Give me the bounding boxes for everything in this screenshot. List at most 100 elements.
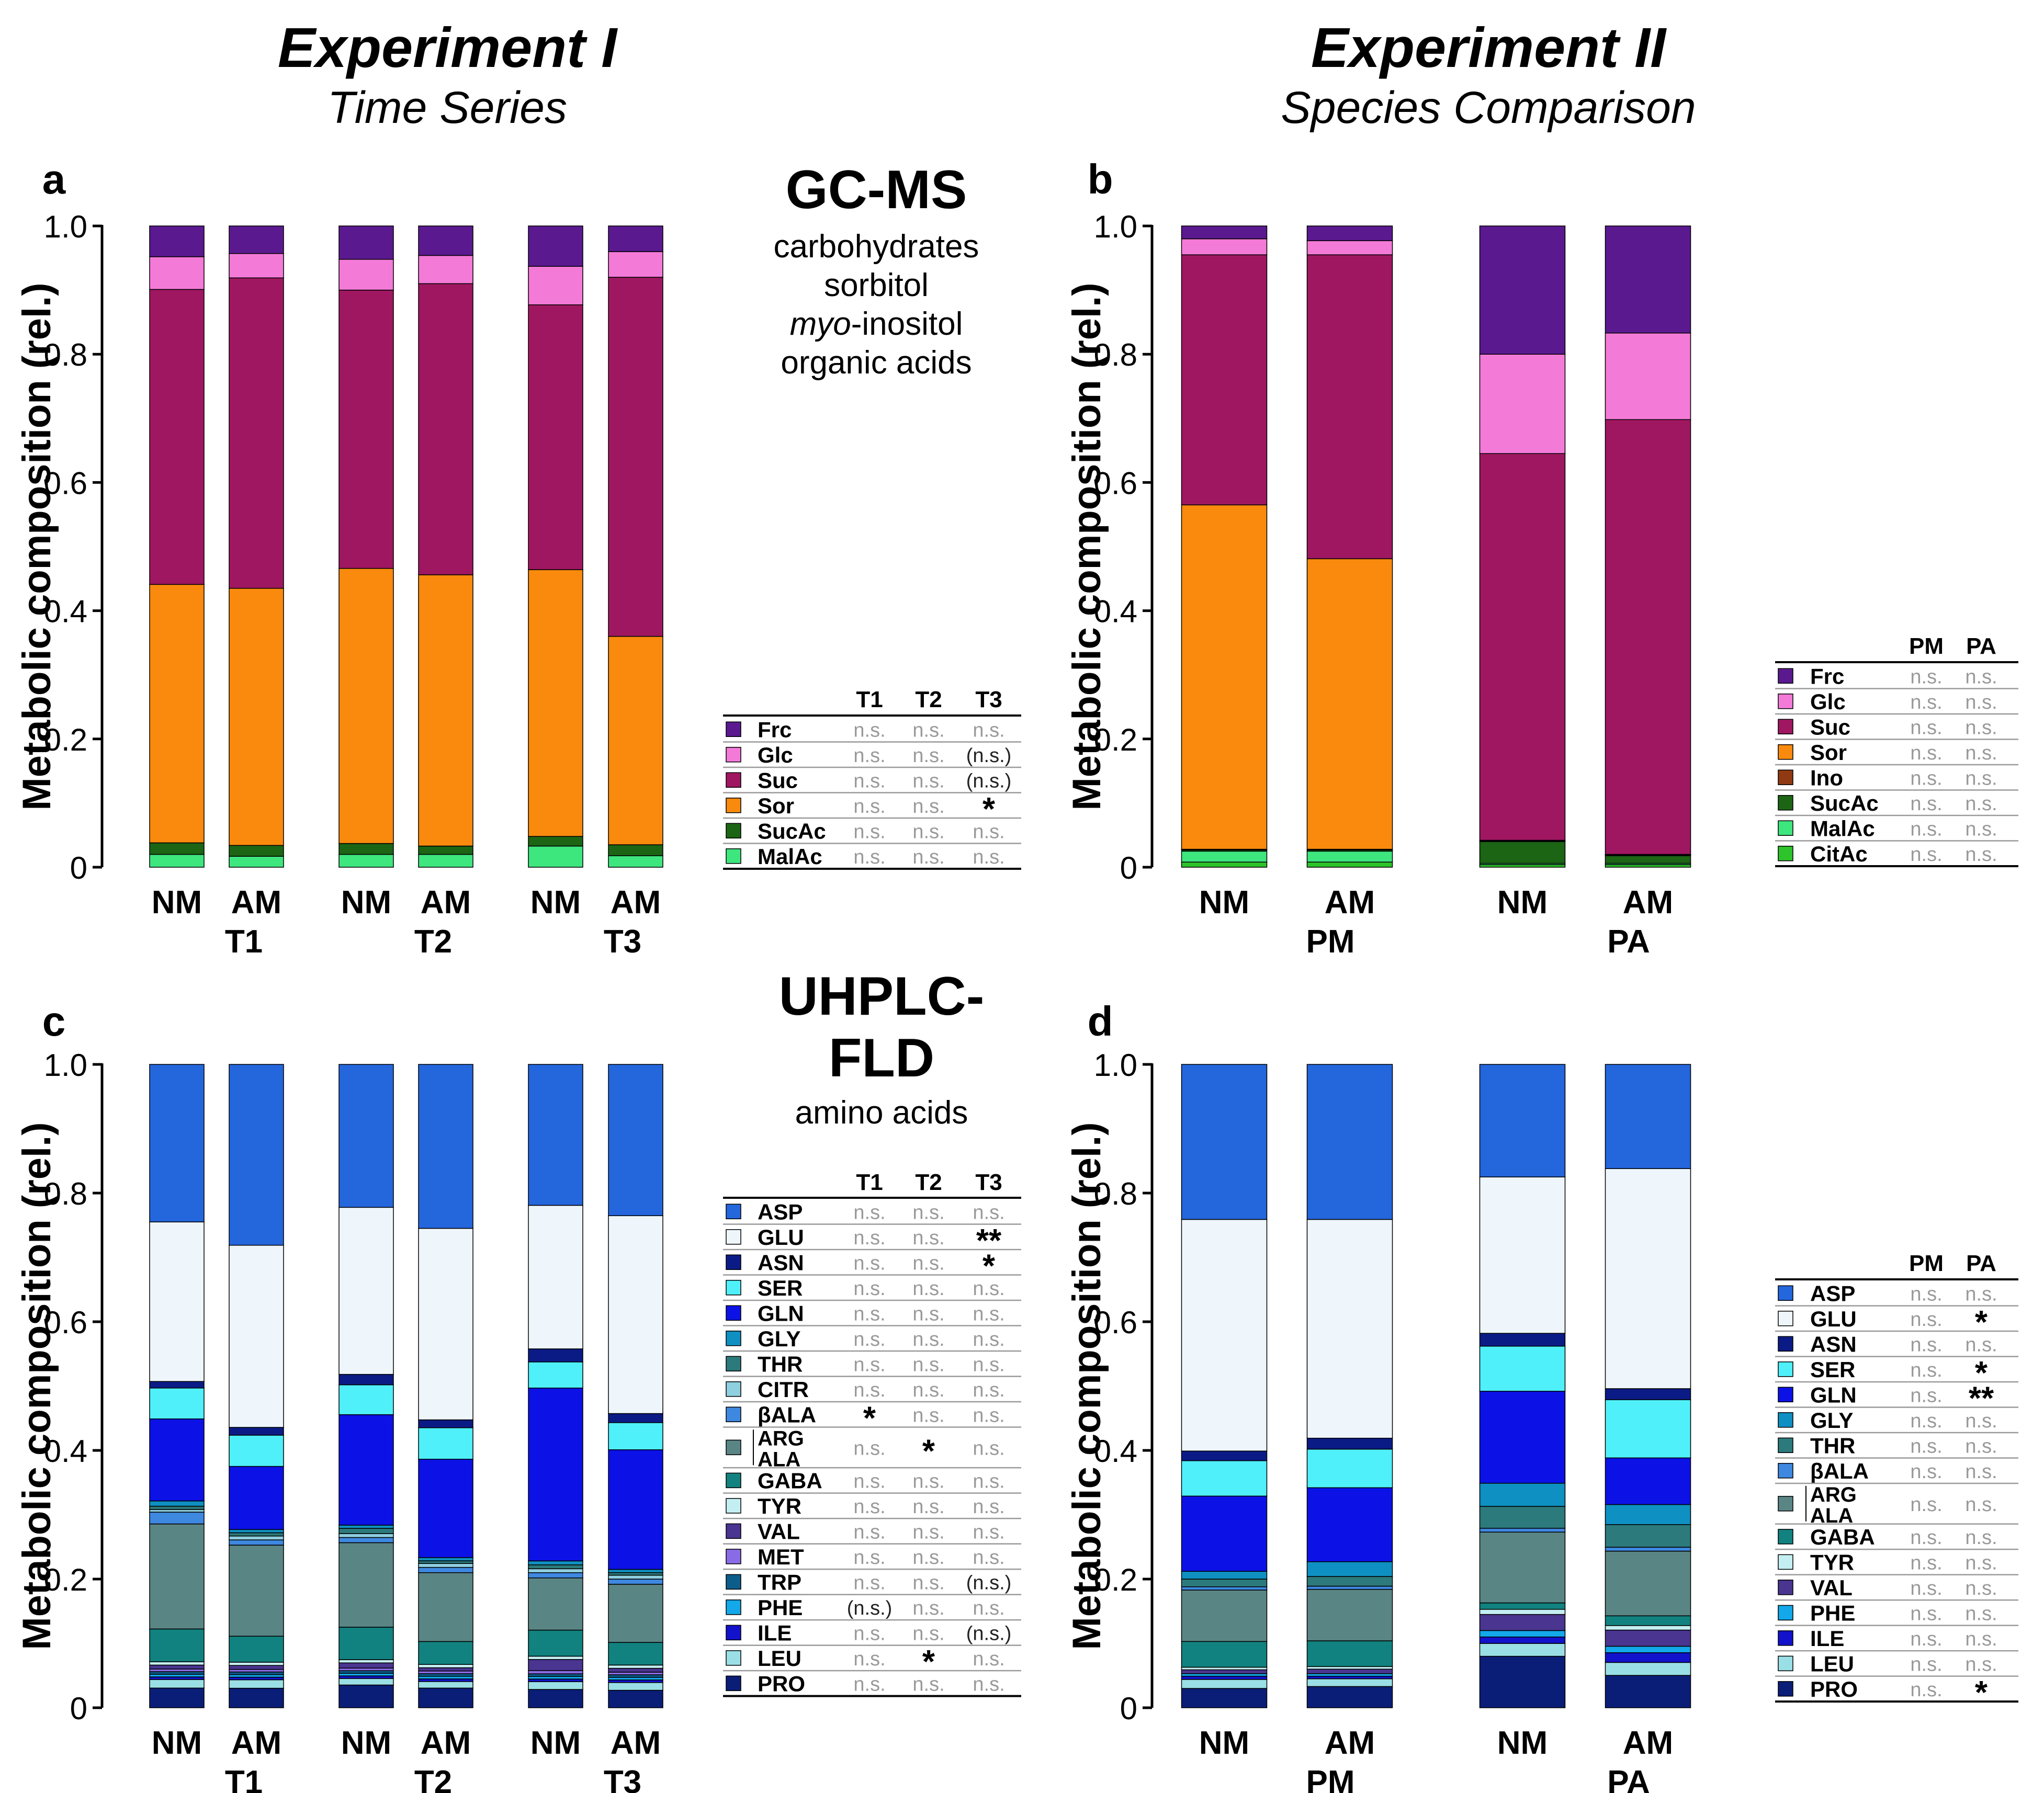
stats-significance: n.s. [912, 1227, 944, 1249]
legend-swatch [726, 1523, 741, 1539]
bar-segment-sor [608, 636, 663, 845]
bar-segment-gly [1605, 1504, 1691, 1525]
x-category-label: AM [231, 1725, 281, 1761]
stats-significance: n.s. [853, 846, 885, 868]
x-category-label: NM [1497, 1725, 1548, 1761]
bar-segment-ile [1479, 1636, 1566, 1644]
gcms-line-3: myo-inositol [790, 306, 963, 342]
bar-segment-gly [1479, 1482, 1566, 1507]
bar-segment-tyr [229, 1662, 284, 1666]
stats-column-header: T3 [975, 687, 1002, 712]
bar-segment-suc [229, 277, 284, 589]
bar-segment-met [149, 1669, 205, 1672]
stats-significance: * [922, 1644, 935, 1680]
stats-significance: n.s. [853, 1303, 885, 1325]
legend-swatch [726, 1549, 741, 1564]
stats-row: GABA n.s. n.s. [1778, 1525, 1997, 1549]
y-tick-label: 0.8 [1094, 337, 1137, 372]
y-tick-label: 0.4 [1094, 594, 1137, 629]
bar-segment-glc [608, 251, 663, 278]
bar-segment-glu [418, 1228, 473, 1421]
stats-significance: n.s. [1910, 1578, 1942, 1599]
stats-row: Frc n.s. n.s. n.s. [726, 717, 1005, 742]
legend-metabolite-name: GLY [758, 1326, 800, 1351]
legend-metabolite-name: Sor [758, 793, 794, 818]
bar-segment-tyr [1605, 1625, 1691, 1631]
stats-column-header: T1 [856, 1170, 883, 1195]
stats-row: ASP n.s. n.s. [1778, 1281, 1997, 1306]
legend-metabolite-name: LEU [758, 1646, 801, 1671]
stats-significance: n.s. [853, 1354, 885, 1376]
bar-segment-val [418, 1667, 473, 1672]
bar-segment-suc [1306, 254, 1393, 560]
x-group-label: T1 [225, 1764, 263, 1793]
bar-segment-leu [149, 1679, 205, 1689]
legend-swatch [1778, 1311, 1793, 1326]
stats-column-header: T1 [856, 687, 883, 712]
chart-panel-b: b Metabolic composition (rel.) 0 0.2 0.4 0.6 0… [1065, 156, 2018, 960]
legend-swatch [726, 1254, 741, 1270]
stats-significance: n.s. [912, 1496, 944, 1518]
bar-segment-asn [608, 1413, 663, 1423]
legend-metabolite-name: THR [758, 1352, 803, 1376]
bar-segment-gln [1181, 1495, 1268, 1572]
x-category-label: NM [152, 884, 202, 921]
stats-significance: n.s. [853, 1470, 885, 1492]
x-category-label: NM [1199, 1725, 1249, 1761]
bar-segment-ser [528, 1361, 583, 1389]
stats-significance: (n.s.) [966, 745, 1012, 767]
bar-segment-leu [528, 1681, 583, 1690]
stats-row: LEU n.s. * n.s. [726, 1644, 1005, 1680]
bar-segment-gly [418, 1557, 473, 1561]
stats-row: GLU n.s. n.s. ** [726, 1223, 1002, 1259]
y-tick-label: 0.2 [44, 722, 87, 757]
legend-metabolite-name: βALA [758, 1402, 816, 1427]
legend-swatch [726, 1439, 741, 1456]
stats-significance: n.s. [1910, 1628, 1942, 1650]
bar-segment-citac [1181, 861, 1268, 868]
bar-segment-thr [149, 1505, 205, 1510]
bar-segment-ile [418, 1678, 473, 1682]
x-category-label: AM [421, 1725, 471, 1761]
stats-significance: n.s. [853, 821, 885, 843]
y-tick-label: 0.6 [44, 1305, 87, 1340]
bar-segment-pro [1479, 1655, 1566, 1708]
bar-segment-val [1306, 1669, 1393, 1674]
bar-segment-glc [229, 253, 284, 279]
legend-metabolite-name: SER [758, 1276, 803, 1300]
stats-row: CITR n.s. n.s. n.s. [726, 1377, 1005, 1402]
stats-significance: n.s. [1910, 666, 1942, 688]
bar-segment-ser [1605, 1399, 1691, 1459]
bar-segment-glc [1479, 354, 1566, 454]
stats-row: SucAc n.s. n.s. [1778, 791, 1997, 815]
stats-row: βALA * n.s. n.s. [726, 1400, 1005, 1436]
legend-swatch [726, 848, 741, 864]
legend-metabolite-name: ILE [1810, 1626, 1844, 1651]
stats-significance: n.s. [853, 1379, 885, 1401]
bar-segment-sucac [338, 843, 394, 855]
experiment-2-subtitle: Species Comparison [1281, 83, 1696, 133]
stats-row: SER n.s. n.s. n.s. [726, 1276, 1005, 1300]
bar-segment-arg-ala [149, 1523, 205, 1630]
bar-segment-citr [418, 1563, 473, 1568]
bar-segment-bala [528, 1572, 583, 1579]
bar-segment-glu [338, 1207, 394, 1375]
legend-metabolite-name: GLY [1810, 1408, 1853, 1433]
bar-segment-gaba [338, 1627, 394, 1660]
bar-segment-malac [338, 854, 394, 868]
bar-segment-val [1181, 1669, 1268, 1674]
legend-swatch [726, 1356, 741, 1371]
bar-segment-citr [149, 1509, 205, 1513]
bar-segment-suc [608, 277, 663, 637]
stats-row: ASP n.s. n.s. n.s. [726, 1199, 1005, 1224]
stats-significance: n.s. [1910, 767, 1942, 789]
legend-metabolite-name: Ino [1810, 765, 1843, 790]
bar-segment-bala [608, 1579, 663, 1585]
legend-swatch [1778, 1554, 1793, 1570]
y-tick-label: 0.8 [1094, 1176, 1137, 1211]
stats-significance: n.s. [973, 1303, 1004, 1325]
legend-swatch [1778, 1630, 1793, 1646]
legend-swatch [1778, 769, 1793, 785]
legend-metabolite-name: ASN [758, 1250, 804, 1275]
bar-segment-glu [1479, 1176, 1566, 1334]
